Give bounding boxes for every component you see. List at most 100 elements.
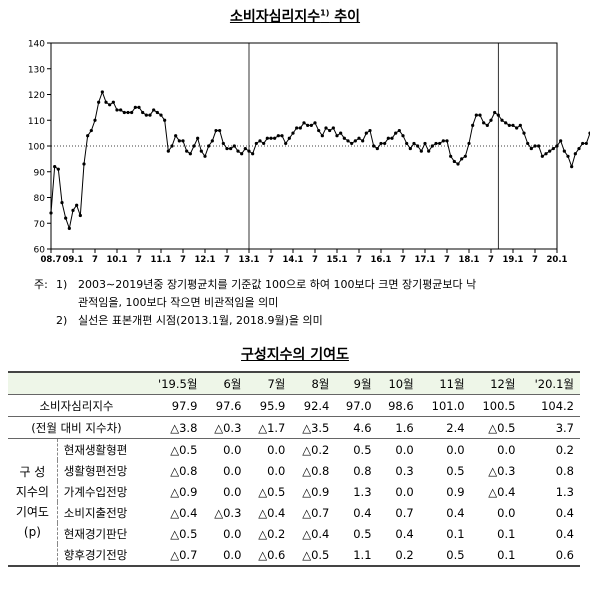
cell: 97.0 [335, 394, 378, 417]
y-tick-label: 70 [34, 220, 46, 230]
table-row-component: 향후경기전망 △0.7 0.0 △0.6 △0.5 1.1 0.2 0.5 0.1 0.6 [8, 544, 580, 567]
data-point [163, 118, 167, 122]
data-point [243, 146, 247, 151]
x-tick-label: 17.1 [415, 255, 436, 265]
cell: 0.0 [497, 442, 516, 457]
cell: 0.8 [555, 463, 574, 478]
cell: 0.4 [555, 526, 574, 541]
data-point [306, 123, 310, 127]
data-point [405, 141, 409, 146]
component-label: 생활형편전망 [56, 460, 145, 481]
col-header: '20.1월 [521, 371, 580, 395]
cell: △0.5 [258, 484, 286, 499]
cell: 1.1 [335, 544, 378, 567]
x-tick-label: 7 [444, 255, 450, 265]
cell: 97.9 [144, 394, 204, 417]
cell: △0.9 [170, 484, 198, 499]
data-point [537, 144, 541, 148]
cell: 0.4 [353, 505, 372, 520]
data-point [210, 139, 214, 143]
x-axis: 08.7 09.1 7 10.1 7 11.1 7 12.1 7 13.1 7 14.1 7 15.1 7 1… [41, 249, 568, 265]
cell: 0.5 [353, 442, 372, 457]
cell: 0.5 [446, 463, 465, 478]
cell: 0.0 [223, 442, 242, 457]
cell: 4.6 [335, 416, 378, 439]
data-point [551, 146, 555, 151]
x-tick-label: 7 [532, 255, 538, 265]
data-point [265, 136, 269, 140]
data-point [276, 134, 280, 138]
data-point [251, 152, 255, 156]
cell: △0.5 [170, 526, 198, 541]
data-point [82, 162, 86, 166]
data-point [573, 152, 577, 156]
data-point [529, 146, 533, 151]
data-point [408, 146, 412, 151]
data-point [273, 136, 277, 140]
group-label-line: 구 성 [19, 465, 46, 479]
x-tick-label: 7 [268, 255, 274, 265]
cell: 100.5 [470, 394, 522, 417]
data-point [383, 141, 387, 146]
data-point [181, 139, 185, 143]
data-point [375, 146, 379, 151]
data-point [339, 131, 343, 135]
cell: 0.7 [395, 505, 414, 520]
cell: 0.4 [555, 505, 574, 520]
data-point [111, 100, 115, 104]
data-point [482, 121, 486, 125]
data-point [144, 113, 148, 117]
data-point [445, 139, 449, 143]
data-point [394, 131, 398, 135]
cell: △0.3 [488, 463, 516, 478]
component-label: 향후경기전망 [56, 544, 145, 567]
data-point [262, 141, 266, 146]
col-header: 7월 [247, 371, 292, 395]
data-point [78, 213, 82, 218]
data-point [540, 154, 544, 158]
cell: 0.1 [497, 526, 516, 541]
data-point [302, 121, 306, 125]
data-point [548, 149, 552, 153]
x-tick-label: 16.1 [371, 255, 392, 265]
cell: △0.3 [214, 505, 242, 520]
data-point [159, 113, 163, 117]
data-point [467, 141, 471, 146]
data-point [559, 139, 563, 143]
data-point [155, 110, 159, 115]
component-label: 현재경기판단 [56, 523, 145, 544]
y-tick-label: 60 [34, 246, 46, 256]
data-point [126, 110, 130, 115]
note-1-line-1: 2003∼2019년중 장기평균치를 기준값 100으로 하여 100보다 크면… [78, 278, 477, 291]
cell: 0.2 [377, 544, 420, 567]
data-point [493, 110, 497, 115]
data-point [353, 139, 357, 143]
data-point [317, 128, 321, 133]
data-point [555, 144, 559, 148]
cell: 0.0 [223, 526, 242, 541]
data-point [412, 141, 416, 146]
cell: 0.1 [470, 544, 522, 567]
cell: 0.0 [395, 484, 414, 499]
data-point [108, 103, 112, 107]
col-header: 6월 [203, 371, 248, 395]
y-tick-label: 80 [34, 194, 46, 204]
note-2-text: 실선은 표본개편 시점(2013.1월, 2018.9월)을 의미 [78, 314, 323, 327]
data-point [342, 136, 346, 140]
cell: △0.4 [488, 484, 516, 499]
data-point [533, 144, 537, 148]
data-point [570, 165, 574, 169]
data-point [566, 154, 570, 158]
data-point [441, 139, 445, 143]
x-tick-label: 20.1 [547, 255, 568, 265]
data-point [452, 159, 456, 164]
data-point [75, 203, 79, 207]
table-row-component: 가계수입전망 △0.9 0.0 △0.5 △0.9 1.3 0.0 0.9 △0.4 1.3 [8, 481, 580, 502]
header-blank [8, 371, 145, 395]
cell: △0.5 [291, 544, 336, 567]
data-point [93, 118, 97, 122]
notes: 주: 1) 2003∼2019년중 장기평균치를 기준값 100으로 하여 100보… [34, 276, 564, 330]
data-point [137, 105, 141, 109]
cell: △0.4 [258, 505, 286, 520]
y-tick-label: 120 [28, 91, 45, 101]
